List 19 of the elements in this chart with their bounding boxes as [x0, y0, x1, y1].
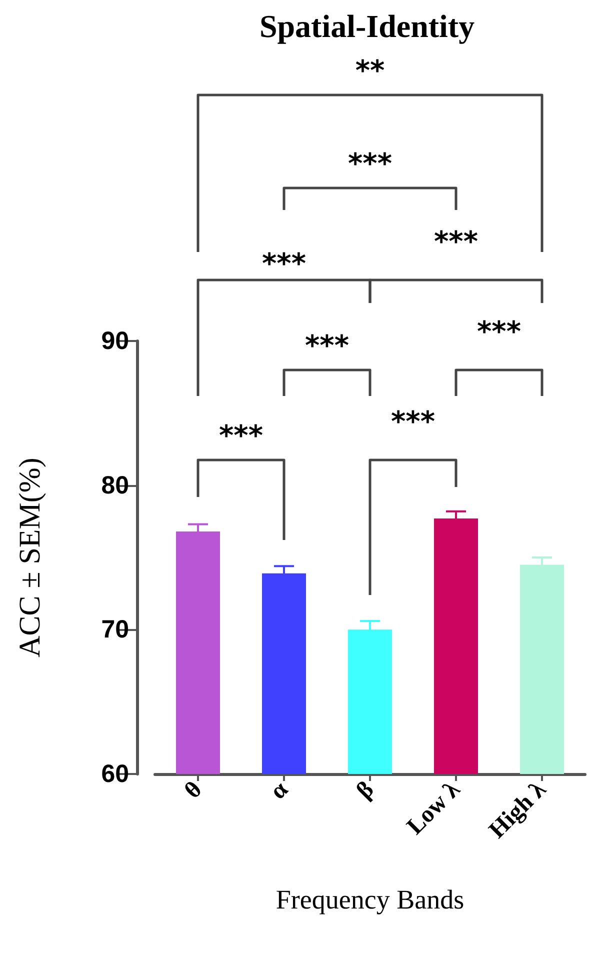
y-tick-label: 60 — [101, 760, 129, 788]
x-tick-label: α — [265, 776, 294, 805]
y-axis-title: ACC ± SEM(%) — [14, 458, 46, 658]
x-tick-label: Low λ — [402, 776, 466, 840]
annotation: *** — [218, 419, 264, 452]
text: *** — [347, 147, 393, 180]
chart-title: Spatial-Identity — [259, 8, 475, 44]
text: *** — [433, 225, 479, 258]
x-tick-label: β — [352, 776, 380, 804]
annotation: *** — [476, 315, 522, 348]
annotation: *** — [390, 405, 436, 438]
y-tick-label: 80 — [101, 471, 129, 500]
y-tick-label: 90 — [101, 327, 129, 355]
x-axis-title: Frequency Bands — [276, 884, 464, 914]
annotation: *** — [304, 329, 350, 362]
text: ** — [354, 54, 386, 87]
x-tick-label: θ — [180, 776, 208, 804]
y-tick-label: 70 — [101, 616, 129, 644]
text: *** — [261, 247, 307, 280]
